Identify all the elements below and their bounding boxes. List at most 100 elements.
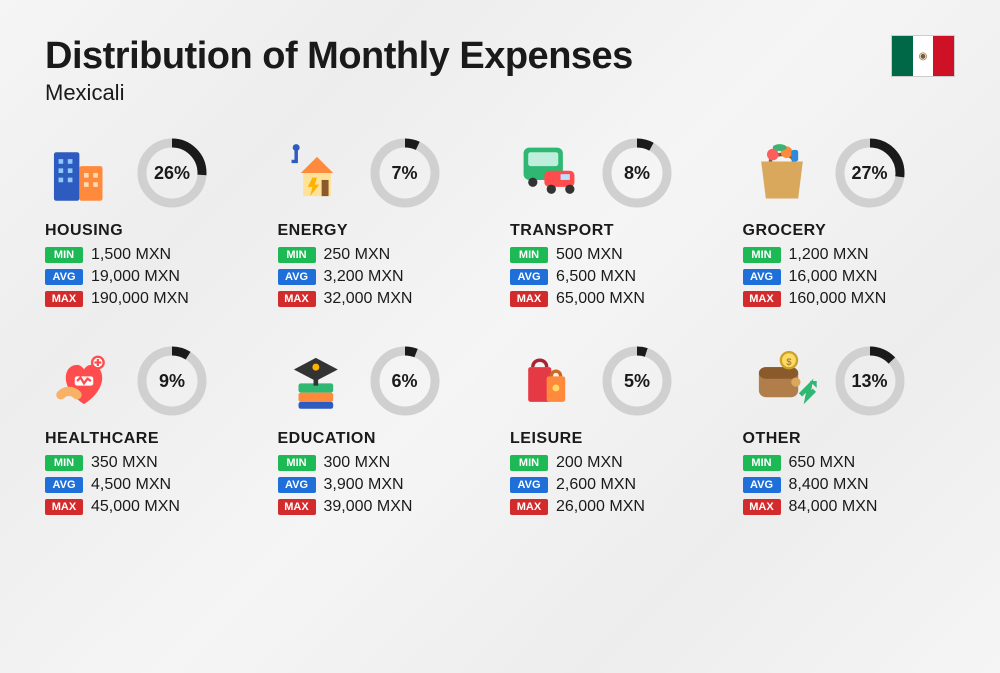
category-name: LEISURE: [510, 430, 723, 448]
max-value: 39,000 MXN: [324, 498, 413, 516]
avg-tag: AVG: [743, 269, 781, 285]
min-row: MIN 650 MXN: [743, 454, 956, 472]
avg-tag: AVG: [743, 477, 781, 493]
min-tag: MIN: [45, 455, 83, 471]
max-value: 160,000 MXN: [789, 290, 887, 308]
avg-tag: AVG: [45, 269, 83, 285]
category-card-leisure: 5% LEISURE MIN 200 MXN AVG 2,600 MXN MAX…: [510, 342, 723, 520]
min-tag: MIN: [45, 247, 83, 263]
page-title: Distribution of Monthly Expenses: [45, 35, 633, 78]
card-top: 26%: [45, 134, 258, 212]
percent-label: 8%: [600, 136, 674, 210]
card-top: 7%: [278, 134, 491, 212]
percent-ring: 5%: [600, 344, 674, 418]
max-tag: MAX: [510, 499, 548, 515]
min-value: 1,500 MXN: [91, 246, 171, 264]
card-top: 5%: [510, 342, 723, 420]
category-name: ENERGY: [278, 222, 491, 240]
min-tag: MIN: [510, 247, 548, 263]
max-tag: MAX: [45, 291, 83, 307]
category-card-other: $ 13% OTHER MIN 650 MXN AVG 8,400 MXN MA…: [743, 342, 956, 520]
transport-icon: [510, 134, 588, 212]
category-name: TRANSPORT: [510, 222, 723, 240]
max-tag: MAX: [278, 499, 316, 515]
category-name: OTHER: [743, 430, 956, 448]
max-row: MAX 45,000 MXN: [45, 498, 258, 516]
max-row: MAX 26,000 MXN: [510, 498, 723, 516]
min-value: 200 MXN: [556, 454, 623, 472]
percent-label: 5%: [600, 344, 674, 418]
percent-ring: 13%: [833, 344, 907, 418]
min-value: 250 MXN: [324, 246, 391, 264]
leisure-icon: [510, 342, 588, 420]
max-row: MAX 160,000 MXN: [743, 290, 956, 308]
avg-tag: AVG: [278, 269, 316, 285]
avg-row: AVG 19,000 MXN: [45, 268, 258, 286]
category-card-education: 6% EDUCATION MIN 300 MXN AVG 3,900 MXN M…: [278, 342, 491, 520]
max-row: MAX 190,000 MXN: [45, 290, 258, 308]
avg-tag: AVG: [278, 477, 316, 493]
category-card-grocery: 27% GROCERY MIN 1,200 MXN AVG 16,000 MXN…: [743, 134, 956, 312]
percent-label: 6%: [368, 344, 442, 418]
min-tag: MIN: [743, 247, 781, 263]
percent-label: 27%: [833, 136, 907, 210]
min-tag: MIN: [278, 455, 316, 471]
page-subtitle: Mexicali: [45, 80, 633, 106]
card-top: 27%: [743, 134, 956, 212]
max-tag: MAX: [743, 291, 781, 307]
healthcare-icon: [45, 342, 123, 420]
category-name: GROCERY: [743, 222, 956, 240]
percent-label: 26%: [135, 136, 209, 210]
avg-value: 4,500 MXN: [91, 476, 171, 494]
min-row: MIN 200 MXN: [510, 454, 723, 472]
avg-value: 16,000 MXN: [789, 268, 878, 286]
avg-value: 19,000 MXN: [91, 268, 180, 286]
energy-icon: [278, 134, 356, 212]
min-tag: MIN: [278, 247, 316, 263]
avg-row: AVG 8,400 MXN: [743, 476, 956, 494]
max-row: MAX 39,000 MXN: [278, 498, 491, 516]
avg-row: AVG 4,500 MXN: [45, 476, 258, 494]
max-row: MAX 65,000 MXN: [510, 290, 723, 308]
max-value: 45,000 MXN: [91, 498, 180, 516]
percent-ring: 7%: [368, 136, 442, 210]
min-value: 300 MXN: [324, 454, 391, 472]
category-card-housing: 26% HOUSING MIN 1,500 MXN AVG 19,000 MXN…: [45, 134, 258, 312]
percent-ring: 9%: [135, 344, 209, 418]
min-value: 500 MXN: [556, 246, 623, 264]
header: Distribution of Monthly Expenses Mexical…: [45, 35, 955, 106]
grocery-icon: [743, 134, 821, 212]
min-value: 350 MXN: [91, 454, 158, 472]
avg-value: 6,500 MXN: [556, 268, 636, 286]
flag-stripe-white: ◉: [913, 36, 934, 76]
avg-value: 8,400 MXN: [789, 476, 869, 494]
category-card-energy: 7% ENERGY MIN 250 MXN AVG 3,200 MXN MAX …: [278, 134, 491, 312]
min-tag: MIN: [510, 455, 548, 471]
avg-row: AVG 2,600 MXN: [510, 476, 723, 494]
avg-row: AVG 3,200 MXN: [278, 268, 491, 286]
min-row: MIN 500 MXN: [510, 246, 723, 264]
min-value: 1,200 MXN: [789, 246, 869, 264]
card-top: 8%: [510, 134, 723, 212]
category-name: EDUCATION: [278, 430, 491, 448]
max-row: MAX 84,000 MXN: [743, 498, 956, 516]
max-value: 32,000 MXN: [324, 290, 413, 308]
category-card-healthcare: 9% HEALTHCARE MIN 350 MXN AVG 4,500 MXN …: [45, 342, 258, 520]
max-row: MAX 32,000 MXN: [278, 290, 491, 308]
avg-value: 3,200 MXN: [324, 268, 404, 286]
percent-label: 9%: [135, 344, 209, 418]
category-grid: 26% HOUSING MIN 1,500 MXN AVG 19,000 MXN…: [45, 134, 955, 520]
min-row: MIN 1,500 MXN: [45, 246, 258, 264]
avg-tag: AVG: [510, 269, 548, 285]
svg-text:$: $: [786, 357, 791, 367]
avg-tag: AVG: [510, 477, 548, 493]
min-row: MIN 1,200 MXN: [743, 246, 956, 264]
max-value: 26,000 MXN: [556, 498, 645, 516]
flag-stripe-red: [933, 36, 954, 76]
card-top: 6%: [278, 342, 491, 420]
percent-ring: 6%: [368, 344, 442, 418]
percent-ring: 8%: [600, 136, 674, 210]
min-row: MIN 350 MXN: [45, 454, 258, 472]
category-card-transport: 8% TRANSPORT MIN 500 MXN AVG 6,500 MXN M…: [510, 134, 723, 312]
min-value: 650 MXN: [789, 454, 856, 472]
